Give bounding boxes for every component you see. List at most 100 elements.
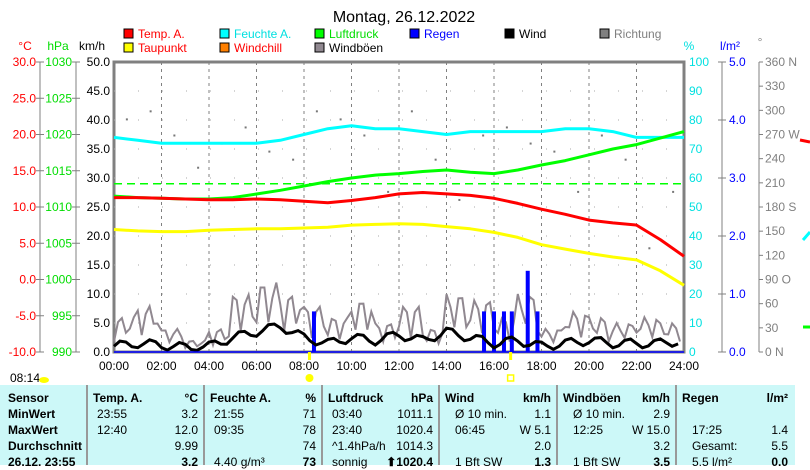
legend-label: Wind: [519, 27, 546, 41]
axis-tick-label: 60: [689, 171, 703, 185]
time-tick-label: 08:00: [289, 359, 319, 373]
axis-tick-label: 0: [689, 345, 696, 359]
axis-tick-label: 45.0: [87, 84, 111, 98]
direction-mark: [268, 150, 271, 153]
legend-swatch-3: [409, 28, 420, 39]
wind-axis-unit: km/h: [79, 39, 105, 53]
axis-tick-label: 15.0: [87, 258, 111, 272]
axis-tick-label: -5.0: [15, 309, 36, 323]
axis-tick-label: 80: [689, 113, 703, 127]
table-header-unit: l/m²: [766, 391, 788, 405]
axis-tick-label: 30.0: [87, 171, 111, 185]
direction-mark: [315, 110, 318, 113]
weather-chart: Montag, 26.12.2022 Temp. A. Feuchte A. Luf…: [9, 9, 810, 385]
table-cell-value: 2.0: [534, 439, 551, 453]
legend-label: Windböen: [329, 41, 383, 55]
humidity-axis-unit: %: [684, 39, 695, 53]
axis-tick-label: 30: [765, 321, 779, 335]
table-cell-value: 1.1: [534, 407, 551, 421]
table-cell-value: 0.0: [771, 455, 788, 469]
time-tick-label: 18:00: [526, 359, 556, 373]
axis-tick-label: 3.0: [729, 171, 746, 185]
legend-swatch-5: [599, 28, 610, 39]
table-cell-value: 1.3: [534, 455, 551, 469]
time-tick-label: 22:00: [621, 359, 651, 373]
direction-mark: [648, 247, 651, 250]
table-header: Feuchte A.: [210, 391, 271, 405]
legend-label: Windchill: [234, 41, 282, 55]
axis-tick-label: 25.0: [13, 91, 37, 105]
axis-tick-label: 0.0: [729, 345, 746, 359]
time-tick-label: 20:00: [574, 359, 604, 373]
table-header: Wind: [445, 391, 475, 405]
table-cell-time: 09:35: [214, 423, 245, 437]
axis-tick-label: 1005: [45, 236, 72, 250]
axis-tick-label: 5.0: [93, 316, 110, 330]
axis-tick-label: 10.0: [13, 200, 37, 214]
axis-tick-label: 995: [52, 309, 72, 323]
axis-tick-label: 150: [765, 224, 785, 238]
axis-tick-label: 240: [765, 152, 785, 166]
axis-tick-label: 5.0: [729, 55, 746, 69]
direction-mark: [458, 198, 461, 201]
axis-tick-label: 180 S: [765, 200, 796, 214]
table-cell-value: 78: [302, 423, 316, 437]
table-cell-value: W 5.1: [519, 423, 551, 437]
axis-tick-label: 5.0: [19, 236, 36, 250]
table-cell-value: 3.2: [181, 455, 198, 469]
direction-mark: [387, 190, 390, 193]
legend-label: Richtung: [614, 27, 661, 41]
table-cell-value: 2.9: [653, 407, 670, 421]
statistics-table: Sensor Temp. A. °C Feuchte A.% Luftdruck hPa W…: [0, 385, 795, 469]
table-cell-value: 5.5: [771, 439, 788, 453]
axis-tick-label: 4.0: [729, 113, 746, 127]
axis-tick-label: 10.0: [87, 287, 111, 301]
axis-tick-label: 35.0: [87, 142, 111, 156]
axis-tick-label: 1020: [45, 128, 72, 142]
axis-tick-label: 20.0: [13, 128, 37, 142]
axis-tick-label: 20: [689, 287, 703, 301]
axis-tick-label: 1025: [45, 91, 72, 105]
legend-label: Luftdruck: [329, 27, 379, 41]
direction-mark: [125, 118, 128, 121]
next-panel-temp-line: [799, 138, 810, 144]
table-cell-time: 06:45: [455, 423, 486, 437]
table-cell-time: Ø 10 min.: [455, 407, 508, 421]
table-cell-value: 9.99: [174, 439, 198, 453]
time-tick-label: 14:00: [431, 359, 461, 373]
chart-title: Montag, 26.12.2022: [333, 9, 475, 26]
rain-bar: [492, 311, 496, 352]
axis-tick-label: 50: [689, 200, 703, 214]
dewpoint-line: [113, 222, 685, 287]
axis-tick-label: 0.0: [93, 345, 110, 359]
direction-mark: [672, 190, 675, 193]
axis-tick-label: 90: [689, 84, 703, 98]
table-cell-time: 23:40: [332, 423, 363, 437]
table-cell-time: 12:25: [573, 423, 604, 437]
axis-tick-label: 1.0: [729, 287, 746, 301]
axis-tick-label: 1000: [45, 273, 72, 287]
gusts-line: [113, 282, 681, 351]
axis-tick-label: 210: [765, 176, 785, 190]
table-cell-time: 21:55: [214, 407, 245, 421]
legend-label: Temp. A.: [138, 27, 185, 41]
axis-tick-label: 40: [689, 229, 703, 243]
axis-tick-label: 0 N: [765, 345, 784, 359]
next-panel-humidity-line: [801, 231, 810, 241]
row-label: Durchschnitt: [8, 439, 83, 453]
table-cell-value: 71: [302, 407, 316, 421]
axis-tick-label: 50.0: [87, 55, 111, 69]
direction-mark: [410, 110, 413, 113]
table-header-unit: km/h: [522, 391, 551, 405]
table-cell-value: W 15.0: [631, 423, 670, 437]
row-label: 26.12. 23:55: [8, 455, 76, 469]
legend-swatch-2: [314, 28, 325, 39]
axis-tick-label: 330: [765, 79, 785, 93]
table-cell-value: 1014.3: [396, 439, 433, 453]
time-tick-label: 06:00: [241, 359, 271, 373]
table-header-unit: %: [305, 391, 316, 405]
axis-tick-label: 1010: [45, 200, 72, 214]
axis-tick-label: 300: [765, 103, 785, 117]
humidity-line: [113, 124, 684, 145]
table-cell-time: ^1.4hPa/h: [332, 439, 386, 453]
